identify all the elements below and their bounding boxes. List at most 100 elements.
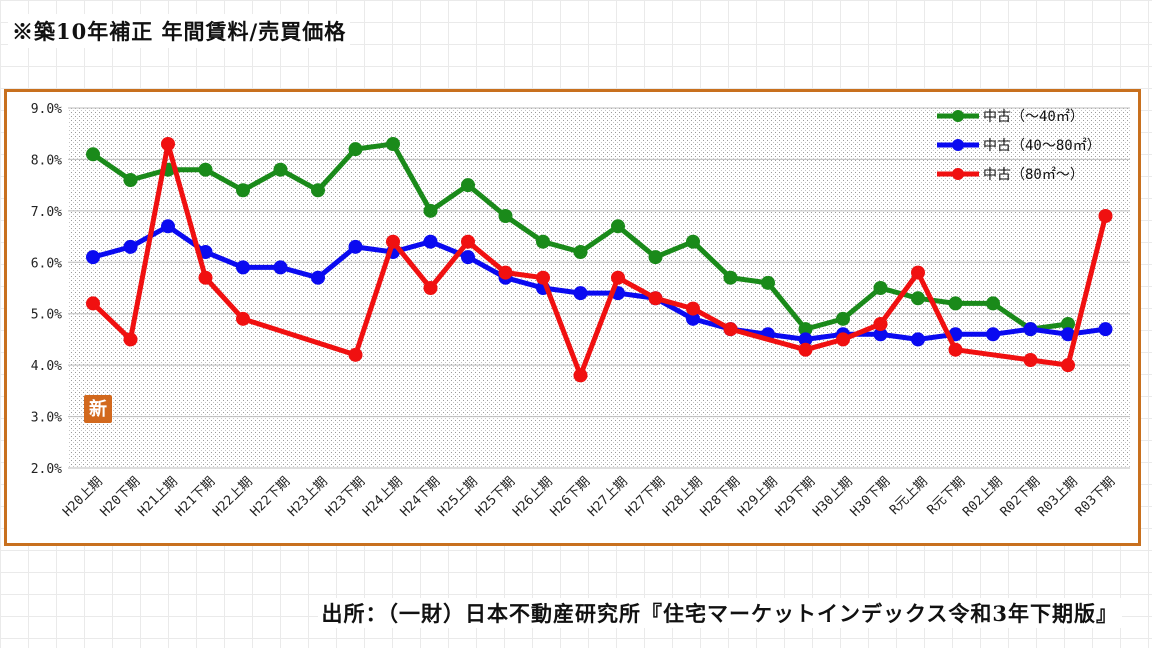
data-point	[498, 265, 513, 280]
data-point	[1023, 353, 1038, 367]
data-point	[386, 137, 400, 151]
data-point	[873, 317, 888, 331]
data-point	[273, 162, 288, 177]
data-point	[723, 270, 738, 285]
series-line	[90, 141, 1108, 378]
data-point	[986, 327, 1000, 342]
data-point	[723, 322, 738, 337]
page-title: ※築10年補正 年間賃料/売買価格	[8, 14, 351, 48]
x-tick-label: H28下期	[698, 474, 744, 520]
x-tick-label: H30上期	[810, 474, 856, 520]
x-tick-label: H20下期	[98, 474, 144, 520]
data-point	[198, 162, 213, 177]
x-tick-label: R03下期	[1073, 474, 1119, 520]
x-tick-label: H26上期	[510, 474, 556, 520]
data-point	[123, 332, 138, 347]
data-point	[686, 311, 700, 326]
x-tick-label: H26下期	[548, 474, 594, 520]
data-point	[461, 178, 475, 193]
data-point	[798, 332, 813, 347]
data-point	[348, 347, 363, 362]
x-tick-label: R02上期	[960, 474, 1006, 520]
data-point	[573, 245, 588, 259]
x-tick-label: H27下期	[623, 474, 669, 520]
data-point	[648, 250, 663, 265]
y-tick-label: 4.0%	[31, 359, 62, 374]
data-point	[423, 234, 438, 249]
data-point	[911, 332, 925, 347]
data-point	[573, 368, 588, 383]
x-tick-label: H21上期	[135, 474, 181, 520]
data-point	[836, 332, 850, 347]
data-point	[911, 265, 925, 280]
x-tick-label: H30下期	[848, 474, 894, 520]
x-tick-label: H29上期	[735, 474, 781, 520]
data-point	[86, 250, 100, 265]
data-point	[948, 342, 963, 357]
x-axis-ticks: H20上期H20下期H21上期H21下期H22上期H22下期H23上期H23下期…	[60, 474, 1118, 520]
data-point	[311, 183, 325, 198]
y-axis-ticks: 9.0% 8.0% 7.0% 6.0% 5.0% 4.0% 3.0% 2.0%	[31, 102, 62, 477]
legend-swatch-marker	[952, 110, 964, 122]
data-point	[798, 322, 813, 337]
x-tick-label: H27上期	[585, 474, 631, 520]
data-point	[948, 296, 963, 311]
x-tick-label: H20上期	[60, 474, 106, 520]
data-point	[86, 147, 100, 162]
data-point	[236, 311, 250, 326]
x-tick-label: H24下期	[398, 474, 444, 520]
x-tick-label: H25上期	[435, 474, 481, 520]
x-tick-label: H28上期	[660, 474, 706, 520]
plot-area	[68, 108, 1130, 468]
data-point	[423, 281, 438, 295]
data-point	[236, 183, 250, 198]
new-badge-label: 新	[89, 398, 107, 420]
data-point	[423, 203, 438, 218]
x-tick-label: R元上期	[887, 474, 931, 518]
x-tick-label: H29下期	[773, 474, 819, 520]
series-line	[90, 223, 1108, 342]
data-point	[1061, 358, 1075, 373]
data-point	[311, 270, 325, 285]
x-tick-label: H21下期	[173, 474, 219, 520]
source-citation: 出所：（一財）日本不動産研究所『住宅マーケットインデックス令和3年下期版』	[317, 598, 1122, 628]
x-tick-label: H22上期	[210, 474, 256, 520]
data-point	[161, 137, 175, 151]
data-point	[348, 142, 363, 157]
data-point	[236, 260, 250, 275]
data-point	[536, 270, 550, 285]
x-tick-label: H23下期	[323, 474, 369, 520]
data-point	[123, 239, 138, 254]
data-point	[273, 260, 288, 275]
data-point	[611, 270, 625, 285]
data-point	[536, 234, 550, 249]
data-point	[686, 234, 700, 249]
data-point	[498, 209, 513, 223]
data-point	[986, 296, 1000, 311]
legend: 中古（～40㎡） 中古（40～80㎡） 中古（80㎡～）	[937, 109, 1101, 183]
data-point	[873, 281, 888, 295]
line-chart: 9.0%8.0%7.0%6.0%5.0%4.0%3.0%2.0% H20上期H2…	[31, 102, 1130, 520]
data-point	[1098, 209, 1113, 223]
legend-swatch-marker	[952, 168, 964, 180]
x-tick-label: H24上期	[360, 474, 406, 520]
data-point	[873, 327, 888, 342]
data-point	[1023, 322, 1038, 337]
x-tick-label: R02下期	[998, 474, 1044, 520]
series-layer	[86, 137, 1113, 383]
legend-swatch-marker	[952, 139, 964, 151]
data-point	[573, 286, 588, 301]
y-tick-label: 9.0%	[31, 102, 62, 117]
data-point	[611, 219, 625, 234]
legend-label: 中古（80㎡～）	[983, 167, 1084, 183]
y-tick-label: 8.0%	[31, 153, 62, 168]
data-point	[461, 250, 475, 265]
data-point	[686, 301, 700, 316]
data-point	[1061, 327, 1075, 342]
new-badge: 新	[84, 395, 112, 423]
data-point	[198, 270, 213, 285]
chart-frame: 9.0% 8.0% 7.0% 6.0% 5.0% 4.0% 3.0% 2.0% H20上期 H2…	[4, 89, 1141, 546]
data-point	[911, 291, 925, 306]
y-tick-label: 2.0%	[31, 462, 62, 477]
data-point	[123, 173, 138, 187]
